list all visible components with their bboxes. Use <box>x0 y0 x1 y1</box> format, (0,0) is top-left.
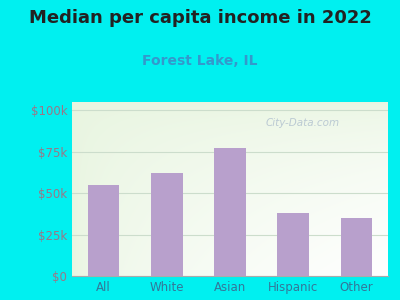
Text: Forest Lake, IL: Forest Lake, IL <box>142 54 258 68</box>
Bar <box>151 173 182 276</box>
Bar <box>214 148 246 276</box>
Bar <box>88 185 120 276</box>
Text: City-Data.com: City-Data.com <box>266 118 340 128</box>
Text: Median per capita income in 2022: Median per capita income in 2022 <box>28 9 372 27</box>
Bar <box>341 218 372 276</box>
Bar <box>278 213 309 276</box>
